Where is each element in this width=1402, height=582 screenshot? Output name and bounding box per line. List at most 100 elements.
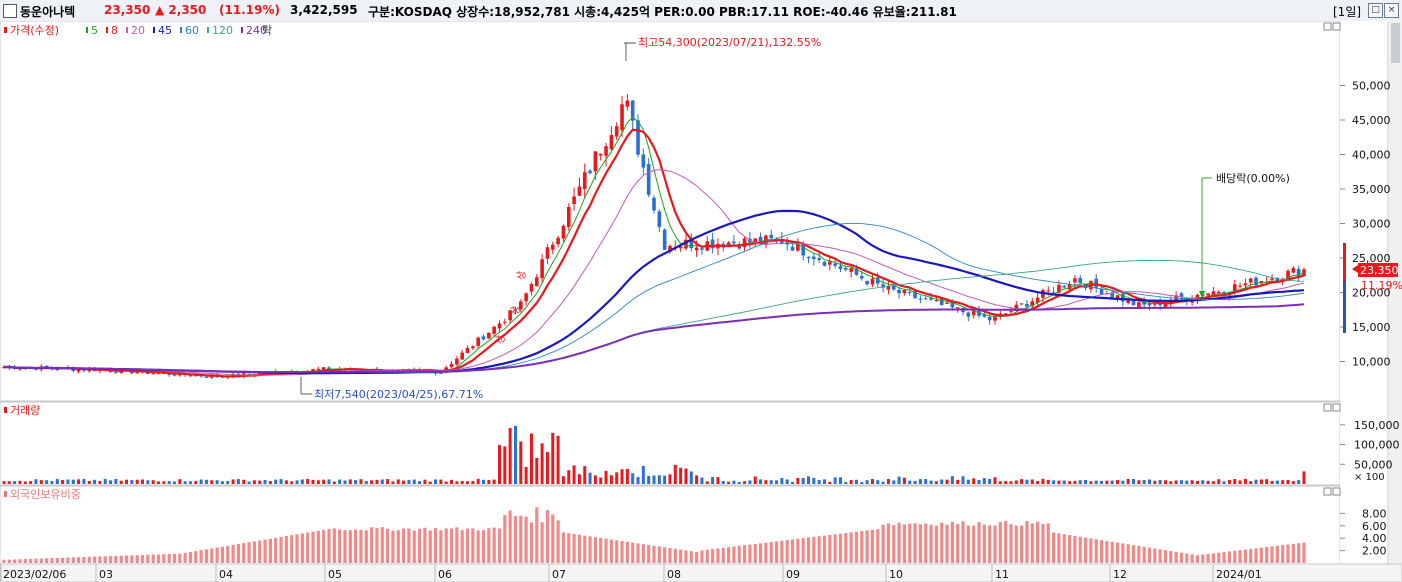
candle-body xyxy=(1163,302,1168,307)
x-tick-label: 03 xyxy=(99,568,113,581)
volume-bar xyxy=(1052,480,1056,484)
maximize-icon[interactable]: □ xyxy=(1368,3,1383,18)
candle-body xyxy=(668,245,672,252)
volume-bar xyxy=(39,480,43,484)
volume-bar xyxy=(1211,481,1215,484)
volume-bar xyxy=(412,479,416,484)
volume-bar xyxy=(34,479,38,484)
foreign-ratio-bar xyxy=(476,530,480,563)
volume-bar xyxy=(775,480,779,484)
foreign-ratio-bar xyxy=(1265,546,1269,563)
volume-bar xyxy=(71,479,75,484)
foreign-ratio-bar xyxy=(300,533,304,563)
candle-body xyxy=(902,289,907,294)
foreign-ratio-bar xyxy=(1259,547,1263,563)
legend-price: 가격(수정) xyxy=(10,24,59,37)
volume-bar xyxy=(924,479,928,484)
foreign-ratio-bar xyxy=(1073,535,1077,563)
foreign-ratio-bar xyxy=(1169,550,1173,563)
volume-bar xyxy=(1078,480,1082,484)
volume-bar xyxy=(242,479,246,484)
foreign-ratio-bar xyxy=(348,530,352,563)
volume-panel[interactable] xyxy=(0,401,1341,486)
foreign-ratio-bar xyxy=(460,530,464,563)
chart-canvas[interactable]: 50,000 45,000 40,000 35,000 30,000 25,000 20,0… xyxy=(0,21,1402,582)
volume-bar xyxy=(1025,479,1029,484)
candle-body xyxy=(247,373,251,375)
volume-bar xyxy=(402,480,406,484)
candle-body xyxy=(1286,270,1290,281)
volume-bar xyxy=(460,481,464,484)
foreign-ratio-bar xyxy=(567,533,571,563)
volume-bar xyxy=(1243,478,1247,484)
foreign-ratio-bar xyxy=(1089,538,1093,563)
volume-bar xyxy=(567,470,571,484)
candle-body xyxy=(1291,268,1296,273)
price-tag-pct: 11.19% xyxy=(1361,279,1402,292)
candle-body xyxy=(508,310,512,321)
close-icon[interactable]: × xyxy=(1384,3,1399,18)
foreign-ratio-bar xyxy=(13,559,17,563)
volume-bar xyxy=(455,481,459,484)
scrollbar[interactable] xyxy=(1389,21,1402,564)
x-tick-label: 05 xyxy=(328,568,342,581)
volume-bar xyxy=(647,475,651,484)
foreign-panel-title: 외국인보유비중 xyxy=(10,488,81,501)
volume-bar xyxy=(338,479,342,484)
foreign-ratio-bar xyxy=(188,551,193,563)
foreign-ratio-bar xyxy=(1147,547,1152,563)
candle-body xyxy=(646,164,651,195)
foreign-ratio-bar xyxy=(545,510,550,563)
candle-body xyxy=(1110,292,1114,298)
legend-ma-marker xyxy=(207,27,209,33)
volume-bar xyxy=(508,427,512,484)
x-axis xyxy=(0,563,1402,582)
foreign-ratio-bar xyxy=(1243,549,1247,563)
foreign-ratio-bar xyxy=(1083,537,1088,563)
x-tick-label: 12 xyxy=(1113,568,1127,581)
volume-bar xyxy=(711,476,715,484)
volume-bar xyxy=(1185,480,1189,484)
volume-bar xyxy=(423,479,427,484)
candle-body xyxy=(1062,286,1067,288)
candle-body xyxy=(625,100,630,107)
foreign-ratio-bar xyxy=(876,529,880,563)
foreign-ratio-bar xyxy=(758,543,763,563)
foreign-ratio-bar xyxy=(1291,543,1295,563)
volume-bar xyxy=(892,480,896,484)
foreign-ratio-bar xyxy=(55,557,59,563)
volume-bar xyxy=(7,481,11,484)
volume-bar xyxy=(1238,480,1242,484)
foreign-ratio-bar xyxy=(535,507,539,563)
scrollbar-thumb[interactable] xyxy=(1391,23,1400,63)
stock-name[interactable]: 동운아나텍 xyxy=(20,5,76,19)
candle-body xyxy=(188,375,193,377)
foreign-ratio-bar xyxy=(1174,551,1178,563)
volume-bar xyxy=(652,475,656,484)
foreign-ratio-bar xyxy=(210,548,214,563)
foreign-ratio-bar xyxy=(732,546,736,563)
volume-bar xyxy=(583,466,587,484)
volume-bar xyxy=(66,479,70,484)
foreign-ratio-bar xyxy=(151,554,155,563)
volume-bar xyxy=(540,443,544,484)
volume-bar xyxy=(1195,480,1199,484)
foreign-ratio-bar xyxy=(1302,542,1306,563)
trade-volume: 3,422,595 xyxy=(290,3,358,17)
period-selector[interactable]: [1일] xyxy=(1333,5,1362,19)
candle-body xyxy=(700,248,704,250)
volume-bar xyxy=(1046,479,1050,484)
volume-bar xyxy=(1265,479,1269,484)
price-panel[interactable] xyxy=(0,21,1341,402)
volume-bar xyxy=(604,470,608,484)
foreign-ratio-bar xyxy=(833,534,837,563)
stock-icon[interactable] xyxy=(3,4,17,18)
price-panel-buttons[interactable] xyxy=(1323,22,1341,496)
volume-bar xyxy=(18,480,22,484)
foreign-ratio-bar xyxy=(167,554,171,563)
volume-bar xyxy=(263,480,267,484)
candle-body xyxy=(870,278,875,285)
candle-body xyxy=(1046,290,1051,292)
foreign-ratio-bar xyxy=(61,557,65,563)
price-tick-label: 50,000 xyxy=(1352,80,1391,93)
